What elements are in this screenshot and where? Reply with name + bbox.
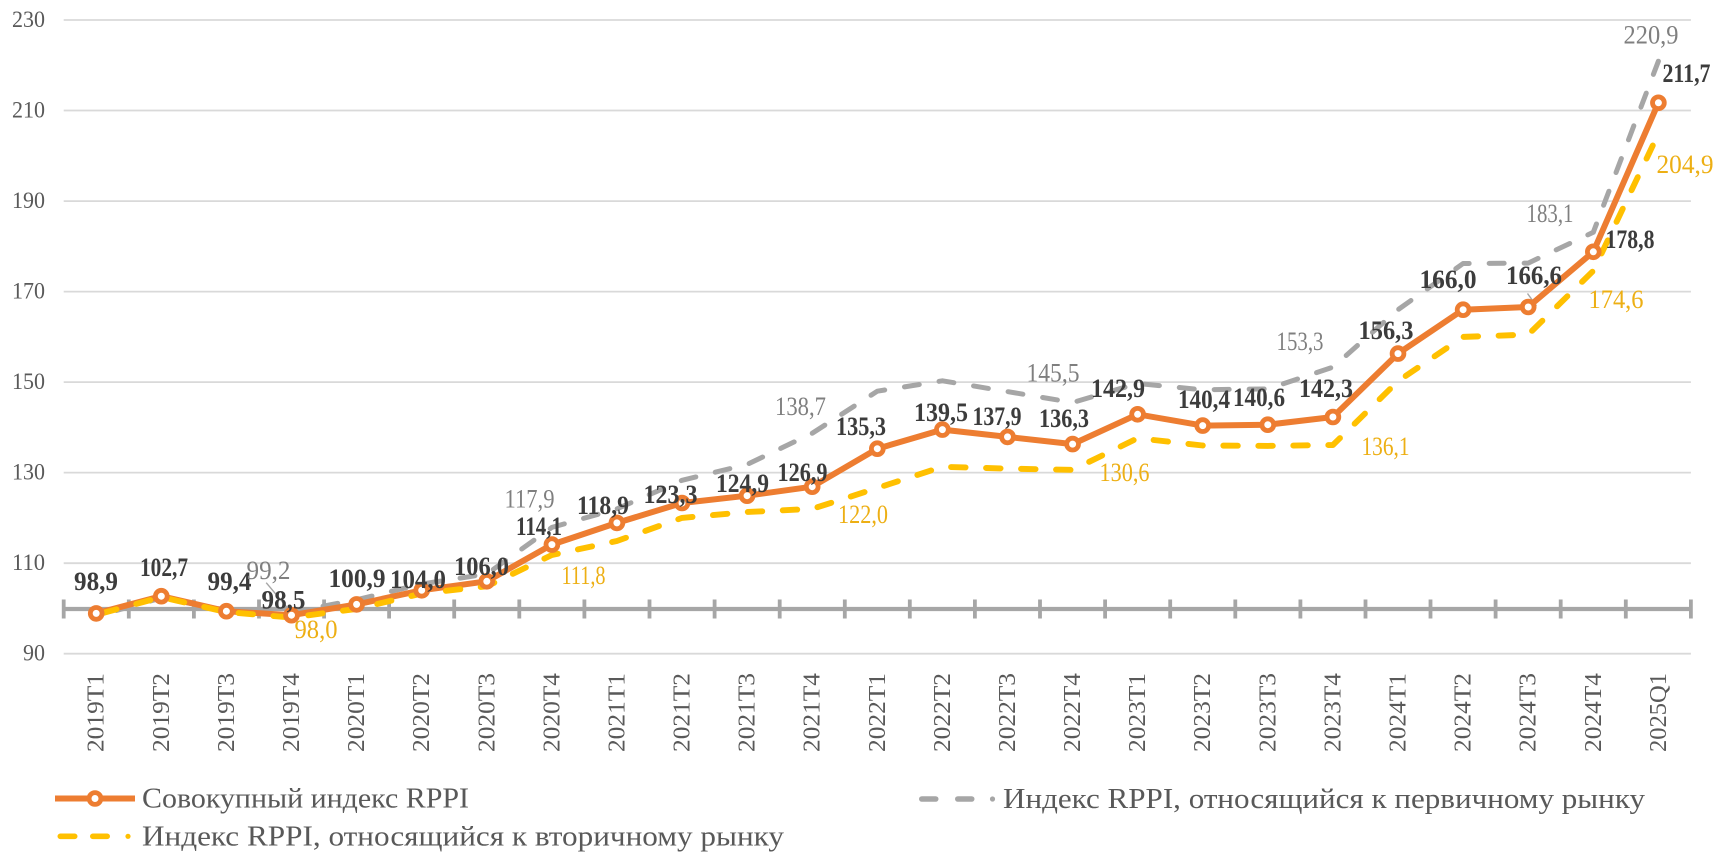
svg-text:102,7: 102,7 <box>140 552 188 582</box>
svg-text:98,5: 98,5 <box>262 585 306 615</box>
svg-text:150: 150 <box>12 369 45 395</box>
svg-text:126,9: 126,9 <box>778 457 828 487</box>
svg-text:142,9: 142,9 <box>1091 373 1145 403</box>
svg-text:140,4: 140,4 <box>1178 384 1230 414</box>
svg-text:2021Т1: 2021Т1 <box>603 673 630 752</box>
svg-text:98,0: 98,0 <box>295 614 338 644</box>
svg-text:2019Т2: 2019Т2 <box>148 673 175 752</box>
svg-text:2023Т4: 2023Т4 <box>1319 673 1346 752</box>
svg-text:2022Т1: 2022Т1 <box>864 673 891 752</box>
svg-text:2025Q1: 2025Q1 <box>1645 673 1672 752</box>
svg-text:123,3: 123,3 <box>644 479 698 509</box>
svg-text:142,3: 142,3 <box>1299 373 1353 403</box>
svg-text:156,3: 156,3 <box>1359 315 1414 345</box>
svg-text:204,9: 204,9 <box>1657 149 1714 179</box>
svg-text:2023Т2: 2023Т2 <box>1189 673 1216 752</box>
svg-text:2021Т2: 2021Т2 <box>669 673 696 752</box>
svg-text:2023Т3: 2023Т3 <box>1254 673 1281 752</box>
svg-text:99,2: 99,2 <box>247 555 291 585</box>
svg-text:2019Т3: 2019Т3 <box>213 673 240 752</box>
svg-text:2024Т4: 2024Т4 <box>1580 673 1607 752</box>
svg-text:104,0: 104,0 <box>390 564 446 594</box>
svg-text:2022Т2: 2022Т2 <box>929 673 956 752</box>
svg-text:2020Т3: 2020Т3 <box>473 673 500 752</box>
svg-text:211,7: 211,7 <box>1663 58 1711 88</box>
svg-text:117,9: 117,9 <box>505 484 555 514</box>
svg-text:110: 110 <box>12 550 45 576</box>
svg-text:106,0: 106,0 <box>454 551 509 581</box>
svg-text:2021Т3: 2021Т3 <box>734 673 761 752</box>
svg-text:136,1: 136,1 <box>1362 431 1410 461</box>
svg-text:138,7: 138,7 <box>775 391 826 421</box>
svg-text:178,8: 178,8 <box>1606 224 1655 254</box>
svg-text:2024Т2: 2024Т2 <box>1450 673 1477 752</box>
svg-text:130: 130 <box>12 460 45 486</box>
svg-text:220,9: 220,9 <box>1624 20 1679 50</box>
svg-text:Индекс RPPI, относящийся к вто: Индекс RPPI, относящийся к вторичному ры… <box>142 821 785 853</box>
svg-text:2024Т3: 2024Т3 <box>1515 673 1542 752</box>
svg-text:136,3: 136,3 <box>1039 403 1089 433</box>
svg-text:130,6: 130,6 <box>1100 457 1150 487</box>
svg-text:124,9: 124,9 <box>716 468 769 498</box>
svg-text:2021Т4: 2021Т4 <box>799 673 826 752</box>
svg-text:99,4: 99,4 <box>208 566 252 596</box>
svg-text:2024Т1: 2024Т1 <box>1385 673 1412 752</box>
svg-text:140,6: 140,6 <box>1233 382 1285 412</box>
svg-text:111,8: 111,8 <box>562 560 606 590</box>
svg-text:Совокупный индекс RPPI: Совокупный индекс RPPI <box>142 783 469 815</box>
svg-text:166,0: 166,0 <box>1420 264 1477 294</box>
svg-text:2020Т4: 2020Т4 <box>538 673 565 752</box>
svg-text:210: 210 <box>12 98 45 124</box>
svg-text:2019Т4: 2019Т4 <box>278 673 305 752</box>
svg-text:2022Т3: 2022Т3 <box>994 673 1021 752</box>
svg-text:114,1: 114,1 <box>516 511 562 541</box>
svg-text:170: 170 <box>12 279 45 305</box>
svg-text:145,5: 145,5 <box>1027 358 1080 388</box>
svg-text:2022Т4: 2022Т4 <box>1059 673 1086 752</box>
svg-text:190: 190 <box>12 188 45 214</box>
svg-text:Индекс RPPI, относящийся к пер: Индекс RPPI, относящийся к первичному ры… <box>1003 783 1646 815</box>
svg-text:90: 90 <box>23 641 45 667</box>
svg-text:166,6: 166,6 <box>1506 260 1562 290</box>
svg-text:230: 230 <box>12 7 45 33</box>
svg-text:118,9: 118,9 <box>577 490 629 520</box>
svg-text:174,6: 174,6 <box>1589 284 1644 314</box>
svg-text:2023Т1: 2023Т1 <box>1124 673 1151 752</box>
svg-text:2020Т1: 2020Т1 <box>343 673 370 752</box>
svg-text:153,3: 153,3 <box>1277 326 1324 356</box>
svg-text:139,5: 139,5 <box>914 397 968 427</box>
svg-text:122,0: 122,0 <box>838 499 888 529</box>
svg-text:135,3: 135,3 <box>836 411 886 441</box>
svg-text:137,9: 137,9 <box>973 401 1022 431</box>
svg-text:100,9: 100,9 <box>329 563 386 593</box>
svg-text:183,1: 183,1 <box>1527 198 1574 228</box>
svg-text:2019Т1: 2019Т1 <box>83 673 110 752</box>
svg-text:2020Т2: 2020Т2 <box>408 673 435 752</box>
svg-text:98,9: 98,9 <box>74 566 118 596</box>
